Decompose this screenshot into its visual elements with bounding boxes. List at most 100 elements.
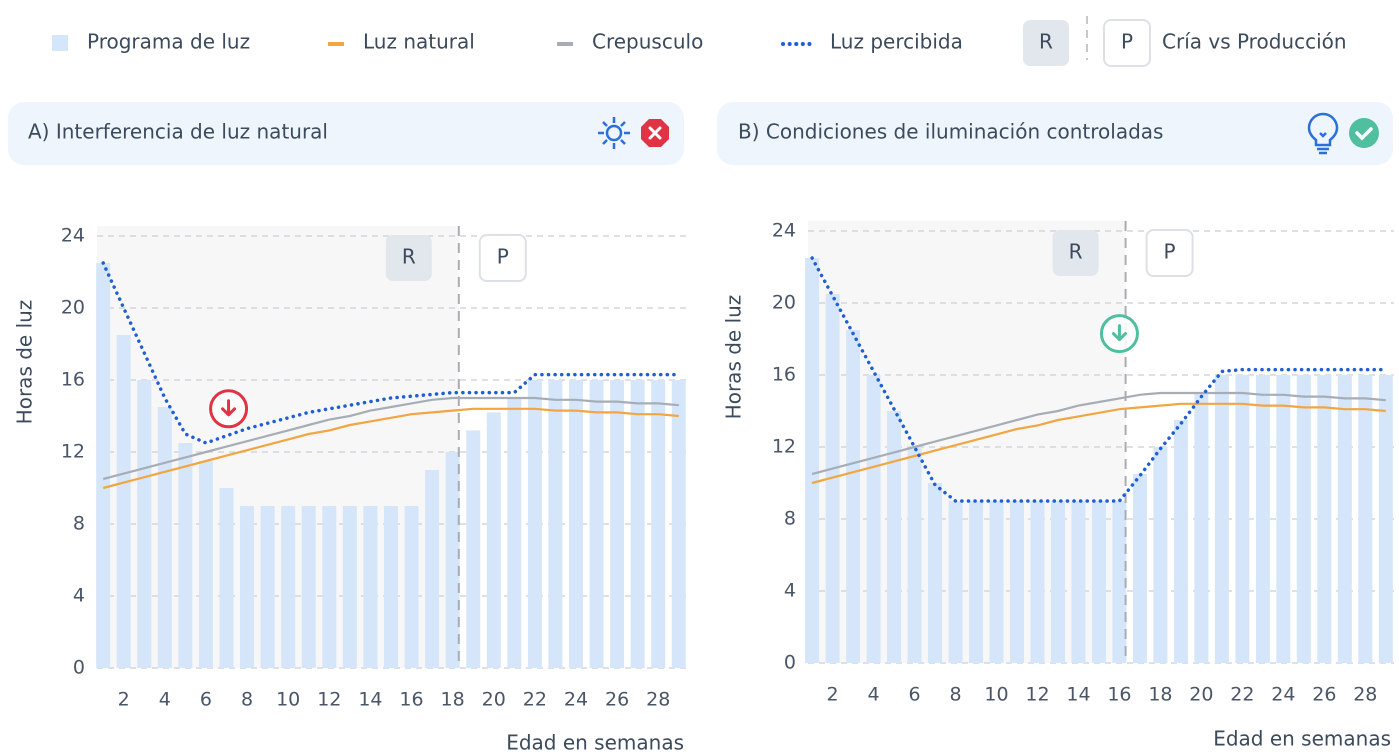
y-tick-label: 0 xyxy=(784,652,796,674)
phase-box xyxy=(385,235,432,281)
x-tick-label: 16 xyxy=(399,689,423,711)
x-tick-label: 8 xyxy=(241,689,253,711)
bar xyxy=(610,380,625,668)
line-series xyxy=(102,407,679,490)
annotation-arrow xyxy=(1111,324,1127,342)
x-tick-label: 12 xyxy=(317,689,341,711)
phase-label: R xyxy=(1039,30,1053,54)
bar xyxy=(198,461,213,668)
bar xyxy=(1317,375,1332,663)
y-tick-label: 24 xyxy=(61,225,85,247)
bar xyxy=(116,335,131,668)
bar xyxy=(219,488,234,668)
phase-label: P xyxy=(1164,240,1176,264)
x-tick-label: 20 xyxy=(1189,684,1213,706)
line-series xyxy=(811,402,1386,485)
bar xyxy=(445,452,460,668)
y-axis-label: Horas de luz xyxy=(722,295,746,420)
x-tick-label: 22 xyxy=(523,689,547,711)
bulb-icon xyxy=(1307,112,1339,155)
bar xyxy=(548,380,563,668)
bar xyxy=(866,375,881,663)
sun-icon xyxy=(598,117,630,149)
x-tick-label: 12 xyxy=(1025,684,1049,706)
y-tick-label: 8 xyxy=(73,513,85,535)
y-tick-label: 20 xyxy=(772,292,796,314)
legend-label: Luz percibida xyxy=(830,30,963,54)
bar xyxy=(322,506,337,668)
bar xyxy=(1235,375,1250,663)
bar xyxy=(486,412,501,668)
bar xyxy=(928,483,943,663)
phase-label: P xyxy=(1121,30,1133,54)
bar xyxy=(383,506,398,668)
bar xyxy=(137,380,152,668)
y-tick-label: 20 xyxy=(61,297,85,319)
bar xyxy=(1296,375,1311,663)
bar xyxy=(1009,501,1024,663)
line-series xyxy=(811,391,1386,476)
bar xyxy=(589,380,604,668)
x-tick-label: 10 xyxy=(984,684,1008,706)
bar xyxy=(671,380,686,668)
bar xyxy=(507,398,522,668)
phase-box xyxy=(1145,229,1194,277)
y-axis-label: Horas de luz xyxy=(13,300,37,425)
x-tick-label: 6 xyxy=(200,689,212,711)
x-tick-label: 22 xyxy=(1230,684,1254,706)
x-tick-label: 24 xyxy=(564,689,588,711)
bar xyxy=(568,380,583,668)
ok-icon xyxy=(1349,118,1379,148)
bar xyxy=(948,501,963,663)
bar xyxy=(1050,501,1065,663)
bar xyxy=(630,380,645,668)
line-series xyxy=(101,261,681,445)
bar xyxy=(1255,375,1270,663)
line-series xyxy=(810,256,1388,503)
panel-title: A) Interferencia de luz natural xyxy=(28,120,328,144)
bar xyxy=(969,501,984,663)
bar xyxy=(240,506,255,668)
x-tick-label: 14 xyxy=(1066,684,1090,706)
line-series xyxy=(102,396,679,481)
bar xyxy=(342,506,357,668)
x-tick-label: 2 xyxy=(118,689,130,711)
y-tick-label: 12 xyxy=(772,436,796,458)
bar xyxy=(281,506,296,668)
y-tick-label: 24 xyxy=(772,220,796,242)
bar xyxy=(363,506,378,668)
phase-box xyxy=(1052,230,1099,276)
bar xyxy=(157,407,172,668)
legend-label: Programa de luz xyxy=(87,30,250,54)
error-icon xyxy=(641,119,669,147)
x-tick-label: 18 xyxy=(1148,684,1172,706)
x-tick-label: 6 xyxy=(908,684,920,706)
x-tick-label: 10 xyxy=(276,689,300,711)
x-tick-label: 14 xyxy=(358,689,382,711)
phase-label: P xyxy=(497,245,509,269)
y-tick-label: 4 xyxy=(784,580,796,602)
bar xyxy=(96,263,111,668)
bar xyxy=(1378,375,1393,663)
x-tick-label: 4 xyxy=(159,689,171,711)
x-axis-label: Edad en semanas xyxy=(1213,727,1391,751)
legend-label: Cría vs Producción xyxy=(1162,30,1347,54)
y-tick-label: 16 xyxy=(61,369,85,391)
bar xyxy=(989,501,1004,663)
x-tick-label: 18 xyxy=(441,689,465,711)
phase-box xyxy=(1103,19,1151,67)
bar xyxy=(907,447,922,663)
x-tick-label: 20 xyxy=(482,689,506,711)
bar xyxy=(805,258,820,663)
bar xyxy=(1276,375,1291,663)
panel-header xyxy=(8,102,684,165)
legend-label: Crepusculo xyxy=(592,30,703,54)
phase-label: R xyxy=(402,245,416,269)
x-tick-label: 8 xyxy=(949,684,961,706)
bar xyxy=(301,506,316,668)
bar xyxy=(1091,501,1106,663)
bar xyxy=(1337,375,1352,663)
bar xyxy=(1358,375,1373,663)
bar xyxy=(260,506,275,668)
